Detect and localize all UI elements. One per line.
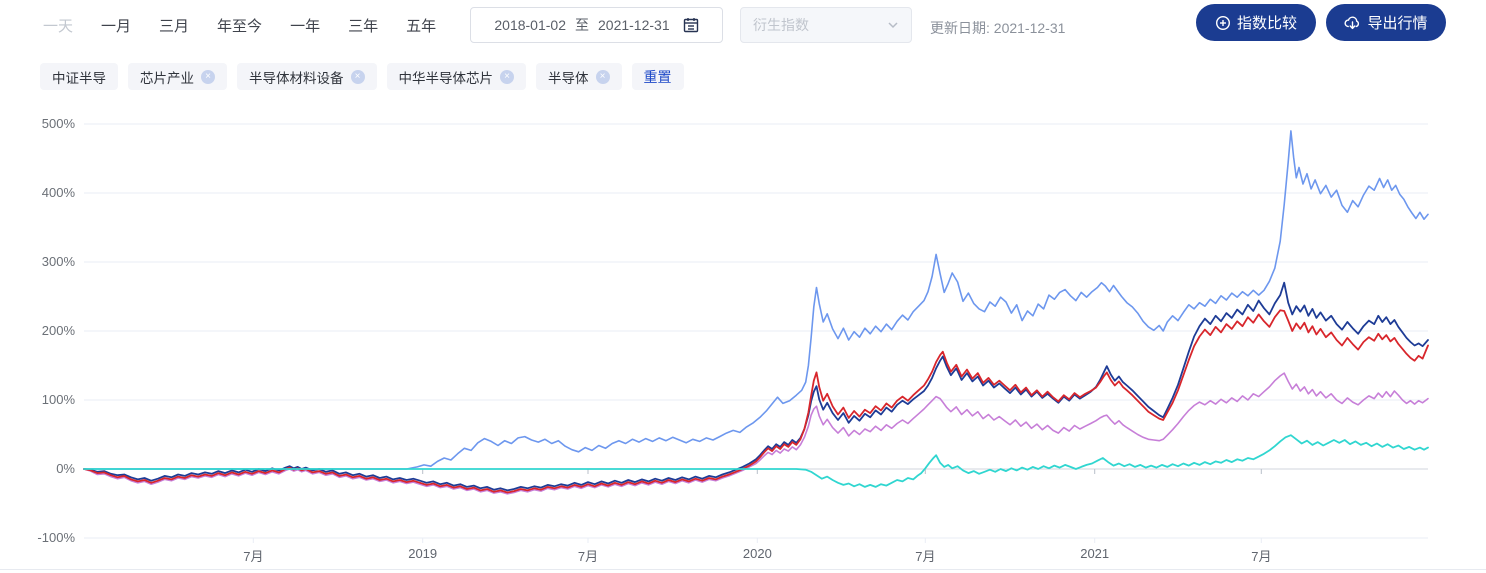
range-button-3year[interactable]: 三年 bbox=[348, 18, 379, 35]
tag-label: 半导体材料设备 bbox=[249, 70, 344, 86]
series-line bbox=[83, 434, 1429, 488]
cloud-download-icon bbox=[1344, 15, 1361, 31]
y-axis-label: 100% bbox=[41, 392, 75, 407]
range-button-1day[interactable]: 一天 bbox=[43, 18, 74, 35]
reset-tags-button[interactable]: 重置 bbox=[631, 63, 684, 90]
y-axis-label: 0% bbox=[56, 461, 75, 476]
range-button-ytd[interactable]: 年至今 bbox=[217, 18, 263, 35]
tag-index-2[interactable]: 半导体材料设备 × bbox=[237, 63, 377, 90]
y-axis-label: 300% bbox=[41, 254, 75, 269]
series-line bbox=[83, 281, 1429, 492]
y-axis-label: 500% bbox=[41, 116, 75, 131]
date-start: 2018-01-02 bbox=[494, 17, 566, 33]
tag-label: 芯片产业 bbox=[140, 70, 194, 86]
index-compare-button[interactable]: 指数比较 bbox=[1196, 4, 1316, 41]
chart-bottom-divider bbox=[0, 569, 1486, 570]
tag-index-1[interactable]: 芯片产业 × bbox=[128, 63, 227, 90]
series-line bbox=[83, 309, 1429, 494]
tag-label: 中华半导体芯片 bbox=[398, 70, 494, 86]
update-date-text: 更新日期: 2021-12-31 bbox=[930, 20, 1066, 36]
remove-tag-icon[interactable]: × bbox=[350, 69, 365, 84]
tag-label: 半导体 bbox=[548, 70, 589, 86]
y-axis-label: 200% bbox=[41, 323, 75, 338]
range-button-1month[interactable]: 一月 bbox=[101, 18, 132, 35]
remove-tag-icon[interactable]: × bbox=[595, 69, 610, 84]
export-quotes-button[interactable]: 导出行情 bbox=[1326, 4, 1446, 41]
time-range-group: 一天 一月 三月 年至今 一年 三年 五年 bbox=[43, 15, 436, 36]
remove-tag-icon[interactable]: × bbox=[201, 69, 215, 84]
chevron-down-icon bbox=[887, 19, 899, 31]
selected-index-tags: 中证半导 芯片产业 × 半导体材料设备 × 中华半导体芯片 × 半导体 × 重置 bbox=[40, 63, 684, 90]
y-axis: 500% 400% 300% 200% 100% 0% -100% bbox=[0, 0, 75, 573]
series-line bbox=[83, 130, 1429, 470]
calendar-icon bbox=[683, 17, 699, 33]
range-button-3month[interactable]: 三月 bbox=[159, 18, 190, 35]
derived-index-select[interactable]: 衍生指数 bbox=[740, 7, 912, 43]
tag-base-index[interactable]: 中证半导 bbox=[40, 63, 118, 90]
tag-index-3[interactable]: 中华半导体芯片 × bbox=[386, 63, 526, 90]
date-end: 2021-12-31 bbox=[598, 17, 670, 33]
index-compare-label: 指数比较 bbox=[1236, 15, 1297, 32]
range-button-1year[interactable]: 一年 bbox=[290, 18, 321, 35]
tag-index-4[interactable]: 半导体 × bbox=[536, 63, 622, 90]
range-button-5year[interactable]: 五年 bbox=[406, 18, 437, 35]
date-separator: 至 bbox=[575, 17, 589, 33]
select-placeholder: 衍生指数 bbox=[753, 17, 809, 33]
circle-plus-icon bbox=[1215, 15, 1231, 31]
series-line bbox=[83, 372, 1429, 495]
remove-tag-icon[interactable]: × bbox=[500, 69, 514, 84]
date-range-picker[interactable]: 2018-01-02 至 2021-12-31 bbox=[470, 7, 723, 43]
y-axis-label: -100% bbox=[37, 530, 75, 545]
tag-label: 中证半导 bbox=[52, 70, 106, 86]
y-axis-label: 400% bbox=[41, 185, 75, 200]
export-quotes-label: 导出行情 bbox=[1367, 15, 1428, 32]
